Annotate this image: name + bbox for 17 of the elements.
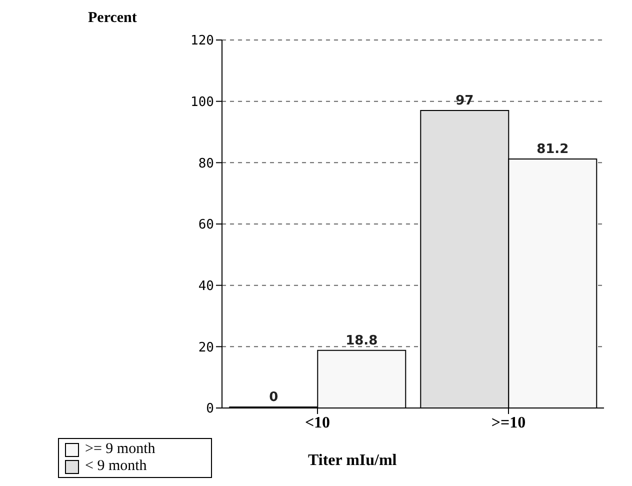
y-tick-label: 120 — [190, 34, 214, 49]
y-tick-label: 100 — [190, 94, 214, 110]
legend-label: >= 9 month — [85, 441, 156, 458]
x-tick-label: <10 — [304, 414, 330, 432]
data-label: 81.2 — [536, 142, 569, 157]
y-tick-label: 80 — [198, 156, 214, 172]
y-tick-label: 20 — [198, 340, 214, 356]
x-axis-title: Titer mIu/ml — [308, 452, 397, 470]
x-tick-label: >=10 — [491, 414, 526, 432]
y-tick-label: 40 — [198, 278, 214, 294]
y-axis-title: Percent — [88, 10, 137, 27]
data-label: 97 — [456, 94, 474, 109]
legend-label: < 9 month — [85, 458, 147, 475]
data-label: 0 — [269, 390, 278, 405]
y-tick-label: 0 — [206, 402, 214, 417]
data-label: 18.8 — [346, 333, 378, 348]
y-tick-label: 60 — [198, 218, 214, 233]
